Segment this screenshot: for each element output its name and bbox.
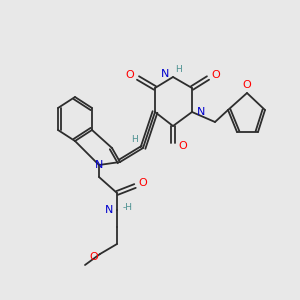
- Text: H: H: [132, 136, 138, 145]
- Text: N: N: [197, 107, 206, 117]
- Text: H: H: [175, 64, 182, 74]
- Text: O: O: [139, 178, 147, 188]
- Text: O: O: [90, 252, 98, 262]
- Text: N: N: [105, 205, 113, 215]
- Text: O: O: [212, 70, 220, 80]
- Text: N: N: [95, 160, 103, 170]
- Text: O: O: [243, 80, 251, 90]
- Text: N: N: [161, 69, 169, 79]
- Text: -H: -H: [123, 203, 133, 212]
- Text: O: O: [178, 141, 188, 151]
- Text: O: O: [126, 70, 134, 80]
